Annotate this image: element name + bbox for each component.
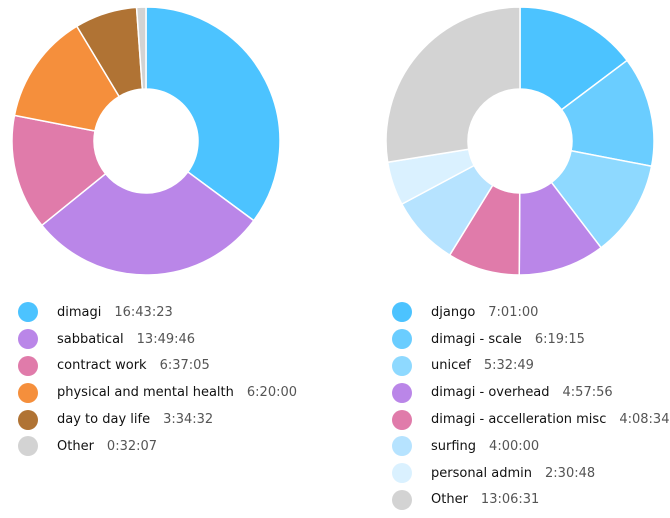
legend-value: 7:01:00: [488, 304, 539, 320]
legend-projects: dimagi 16:43:23 sabbatical 13:49:46 contract…: [18, 299, 297, 460]
legend-label: sabbatical: [57, 331, 124, 347]
legend-item-personal-admin[interactable]: personal admin 2:30:48: [392, 460, 669, 487]
donut-chart-tasks: [385, 6, 655, 276]
slice-other[interactable]: [135, 6, 147, 90]
legend-swatch: [392, 489, 412, 510]
legend-item-sabbatical[interactable]: sabbatical 13:49:46: [18, 326, 297, 353]
legend-swatch: [18, 329, 38, 350]
legend-label: django: [431, 304, 476, 320]
legend-item-other[interactable]: Other 0:32:07: [18, 433, 297, 460]
legend-label: Other: [431, 492, 468, 508]
legend-swatch: [392, 409, 412, 430]
legend-value: 13:49:46: [136, 331, 196, 347]
legend-value: 4:08:34: [619, 412, 670, 428]
legend-value: 2:30:48: [545, 465, 596, 481]
legend-swatch: [392, 463, 412, 484]
legend-value: 5:32:49: [483, 358, 534, 374]
legend-value: 6:20:00: [246, 385, 298, 401]
legend-label: surfing: [431, 438, 477, 454]
legend-value: 16:43:23: [114, 304, 173, 320]
slice-sabbatical[interactable]: [40, 170, 255, 276]
legend-swatch: [18, 382, 38, 403]
legend-item-dimagi[interactable]: dimagi 16:43:23: [18, 299, 297, 326]
legend-swatch: [18, 302, 38, 323]
legend-item-surfing[interactable]: surfing 4:00:00: [392, 433, 669, 460]
legend-item-dimagi-overhead[interactable]: dimagi - overhead 4:57:56: [392, 379, 669, 406]
donut-charts: [11, 6, 655, 276]
legend-item-dimagi-scale[interactable]: dimagi - scale 6:19:15: [392, 326, 669, 353]
legend-label: dimagi: [57, 304, 102, 320]
legend-label: dimagi - scale: [431, 331, 522, 347]
slice-contract-work[interactable]: [11, 114, 107, 227]
legend-value: 6:19:15: [534, 331, 585, 347]
legend-value: 4:00:00: [489, 438, 540, 454]
legend-swatch: [392, 436, 412, 457]
legend-item-day-to-day-life[interactable]: day to day life 3:34:32: [18, 406, 297, 433]
donut-chart-projects: [11, 6, 281, 276]
legend-swatch: [392, 382, 412, 403]
legend-label: day to day life: [57, 412, 151, 428]
legend-swatch: [392, 302, 412, 323]
legend-swatch: [18, 409, 38, 430]
legend-item-contract-work[interactable]: contract work 6:37:05: [18, 353, 297, 380]
legend-item-physical-and-mental-health[interactable]: physical and mental health 6:20:00: [18, 379, 297, 406]
legend-label: dimagi - accelleration misc: [431, 412, 607, 428]
legend-label: physical and mental health: [57, 385, 234, 401]
legend-swatch: [392, 355, 412, 376]
legend-item-unicef[interactable]: unicef 5:32:49: [392, 353, 669, 380]
legend-tasks: django 7:01:00 dimagi - scale 6:19:15 unicef…: [392, 299, 669, 513]
legend-swatch: [392, 329, 412, 350]
slice-dimagi[interactable]: [145, 6, 281, 222]
legend-label: personal admin: [431, 465, 533, 481]
legend-item-other[interactable]: Other 13:06:31: [392, 487, 669, 514]
legend-value: 13:06:31: [480, 492, 540, 508]
legend-value: 0:32:07: [106, 438, 158, 454]
legend-label: dimagi - overhead: [431, 385, 550, 401]
legend-swatch: [18, 436, 38, 457]
legend-label: unicef: [431, 358, 471, 374]
legend-value: 3:34:32: [163, 412, 214, 428]
legend-value: 4:57:56: [562, 385, 613, 401]
legend-label: Other: [57, 438, 94, 454]
legend-value: 6:37:05: [159, 358, 210, 374]
legend-label: contract work: [57, 358, 147, 374]
legend-swatch: [18, 355, 38, 376]
legend-item-dimagi-accelleration-misc[interactable]: dimagi - accelleration misc 4:08:34: [392, 406, 669, 433]
slice-other[interactable]: [385, 6, 521, 164]
legend-item-django[interactable]: django 7:01:00: [392, 299, 669, 326]
